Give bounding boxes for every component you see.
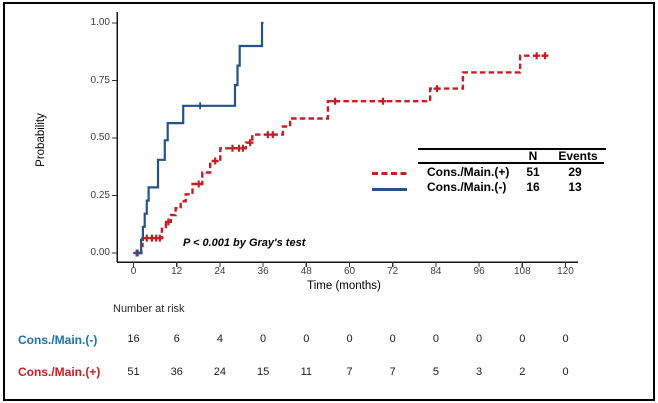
legend-n-pos: 51: [526, 164, 540, 179]
figure-border: [3, 2, 655, 401]
risk-count: 0: [389, 332, 396, 345]
risk-row-label-pos: Cons./Main.(+): [18, 364, 101, 379]
risk-count: 6: [173, 332, 180, 345]
legend-label-pos: Cons./Main.(+): [427, 164, 510, 179]
censor-marks-cons-main-neg: [134, 102, 204, 257]
risk-count: 51: [127, 365, 140, 378]
risk-count: 16: [127, 332, 140, 345]
y-tick-label: 0.00: [90, 247, 110, 258]
x-axis-title: Time (months): [307, 280, 381, 292]
legend-rule-mid: [418, 162, 604, 164]
legend-header-events: Events: [558, 149, 598, 163]
p-value-annotation: P < 0.001 by Gray's test: [183, 237, 306, 249]
legend-events-pos: 29: [568, 164, 582, 179]
risk-count: 7: [346, 365, 353, 378]
risk-count: 0: [562, 365, 569, 378]
risk-count: 0: [432, 332, 439, 345]
legend-rule-top: [418, 148, 606, 150]
risk-count: 36: [170, 365, 183, 378]
risk-count: 0: [476, 332, 483, 345]
x-tick-label: 84: [430, 266, 442, 277]
x-tick-label: 24: [214, 266, 226, 277]
x-tick-label: 48: [300, 266, 312, 277]
x-tick-label: 36: [257, 266, 269, 277]
legend-key-solid-line: [372, 187, 407, 191]
risk-count: 0: [346, 332, 353, 345]
axis-lines: [116, 12, 578, 263]
risk-count: 7: [389, 365, 396, 378]
risk-count: 5: [432, 365, 439, 378]
risk-count: 0: [303, 332, 310, 345]
risk-count: 2: [519, 365, 526, 378]
y-tick-label: 0.50: [90, 132, 110, 143]
legend-events-neg: 13: [568, 180, 582, 194]
legend-label-neg: Cons./Main.(-): [427, 180, 507, 194]
legend-key-dashed-line: [372, 172, 407, 175]
y-tick-label: 0.75: [90, 74, 110, 86]
risk-count: 0: [260, 332, 267, 345]
risk-count: 11: [300, 365, 313, 378]
risk-count: 0: [562, 332, 569, 345]
x-tick-label: 0: [130, 266, 137, 277]
y-tick-label: 1.00: [90, 17, 110, 28]
risk-table-title: Number at risk: [113, 303, 185, 315]
x-tick-label: 72: [387, 266, 399, 277]
curve-cons-main-neg: [134, 21, 264, 255]
risk-count: 4: [216, 332, 223, 345]
legend-n-neg: 16: [526, 180, 540, 194]
curve-cons-main-pos: [138, 54, 550, 255]
risk-count: 0: [519, 332, 526, 345]
risk-count: 3: [476, 365, 483, 378]
x-tick-label: 60: [343, 266, 356, 277]
risk-count: 15: [256, 365, 270, 378]
risk-count: 24: [213, 365, 227, 378]
x-tick-label: 108: [513, 266, 531, 277]
x-tick-label: 96: [473, 266, 485, 277]
risk-row-label-neg: Cons./Main.(-): [18, 332, 98, 347]
axis-tick-marks: [112, 22, 567, 267]
y-tick-label: 0.25: [90, 189, 110, 201]
y-axis-title: Probability: [35, 113, 47, 167]
x-tick-label: 120: [557, 266, 574, 277]
x-tick-label: 12: [171, 266, 183, 277]
legend-header-n: N: [528, 149, 538, 163]
